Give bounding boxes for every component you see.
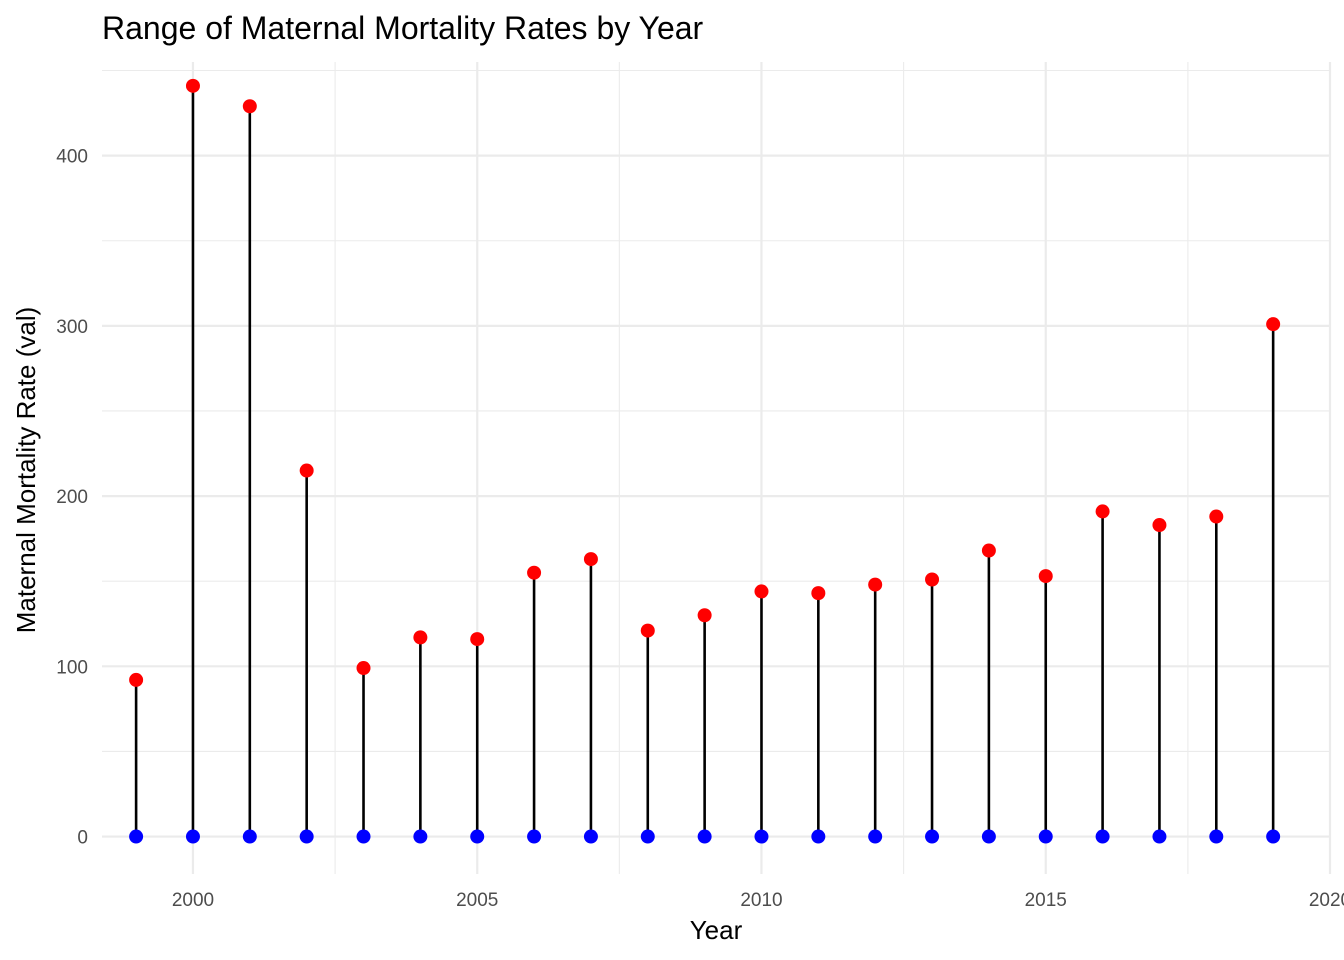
max-point [356,661,371,676]
max-point [413,630,428,645]
min-point [868,829,883,844]
max-point [981,543,996,558]
max-point [697,608,712,623]
min-point [925,829,940,844]
y-axis-ticks: 0 100 200 300 400 [56,147,88,849]
min-point [356,829,371,844]
min-point [640,829,655,844]
min-point [583,829,598,844]
min-point [697,829,712,844]
y-tick-label: 400 [56,147,88,168]
min-point [1038,829,1053,844]
x-tick-label: 2010 [740,890,782,911]
max-point [754,584,769,599]
min-point [527,829,542,844]
data-points [129,78,1281,844]
min-point [413,829,428,844]
max-point [811,586,826,601]
min-point [1266,829,1281,844]
max-point [185,78,200,93]
min-point [242,829,257,844]
max-point [640,623,655,638]
min-point [811,829,826,844]
x-tick-label: 2005 [456,890,498,911]
min-point [1095,829,1110,844]
x-tick-label: 2015 [1025,890,1067,911]
max-point [129,672,144,687]
grid [102,62,1332,874]
min-point [1209,829,1224,844]
y-tick-label: 200 [56,487,88,508]
range-segments [134,85,1275,837]
min-point [129,829,144,844]
max-point [925,572,940,587]
max-point [527,565,542,580]
x-tick-label: 2000 [172,890,214,911]
min-point [470,829,485,844]
y-axis-title: Maternal Mortality Rate (val) [11,307,41,634]
min-point [754,829,769,844]
chart-title: Range of Maternal Mortality Rates by Yea… [102,10,704,46]
y-tick-label: 100 [56,657,88,678]
y-tick-label: 0 [77,828,88,849]
max-point [1209,509,1224,524]
max-point [299,463,314,478]
max-point [1038,569,1053,584]
max-point [242,99,257,114]
min-point [981,829,996,844]
y-tick-label: 300 [56,317,88,338]
max-point [1266,317,1281,332]
max-point [868,577,883,592]
max-point [583,552,598,567]
max-point [1095,504,1110,519]
max-point [470,632,485,647]
max-point [1152,518,1167,533]
min-point [185,829,200,844]
min-point [1152,829,1167,844]
min-point [299,829,314,844]
x-axis-title: Year [690,915,743,945]
